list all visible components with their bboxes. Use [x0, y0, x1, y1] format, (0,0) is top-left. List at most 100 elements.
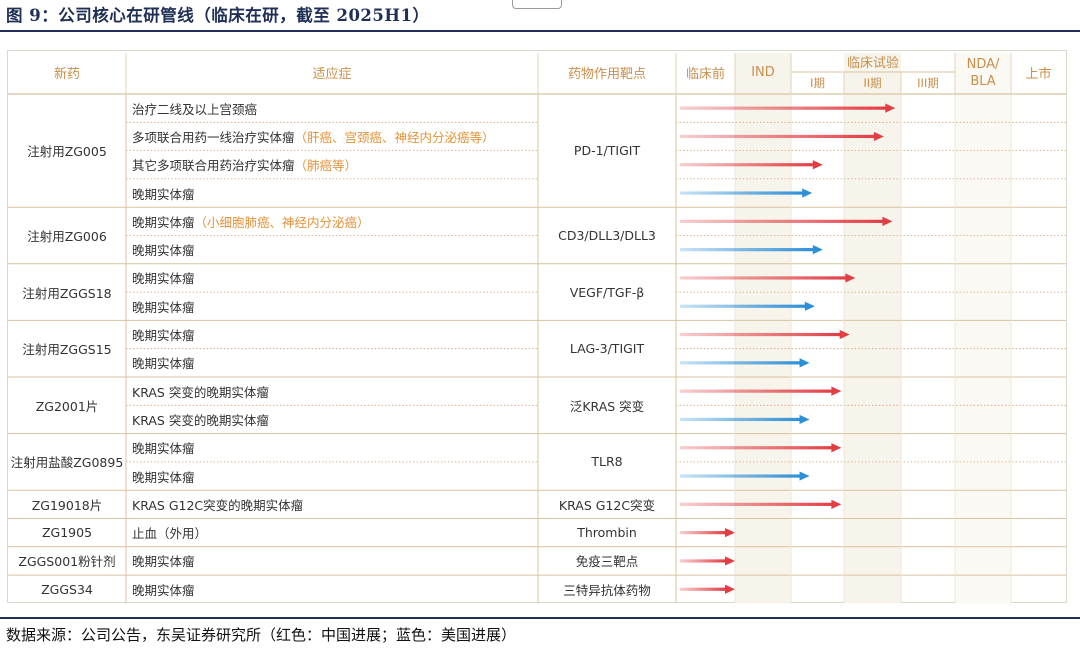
pipeline-table: 新药 适应症 药物作用靶点 临床前 IND 临床试验 I期 II期 III期 NDA/ BLA 上市…	[7, 50, 1067, 604]
drug-name: 注射用ZG005	[27, 144, 107, 160]
us-progress-arrow	[680, 358, 810, 368]
china-progress-arrow	[680, 528, 735, 538]
china-progress-arrow	[680, 499, 842, 509]
arrow-head	[725, 584, 735, 594]
arrow-shaft	[680, 559, 726, 563]
indication-text: 晚期实体瘤	[132, 469, 195, 485]
indication-text: 晚期实体瘤	[132, 214, 195, 230]
indication-text: 晚期实体瘤	[132, 243, 195, 259]
drug-target: 免疫三靶点	[575, 554, 639, 570]
ind-column-shade	[735, 53, 791, 604]
indication-cell: 晚期实体瘤	[126, 547, 538, 575]
bottom-rule	[0, 617, 1080, 619]
title-box-decoration	[512, 0, 562, 9]
arrow-head	[799, 414, 810, 425]
drug-target: KRAS G12C突变	[558, 497, 656, 513]
indication-cell: 晚期实体瘤	[126, 292, 538, 320]
indication-cell: 晚期实体瘤	[126, 462, 538, 490]
indication-note: （肺癌等）	[294, 158, 358, 174]
header-clinical-trial: 临床试验	[846, 56, 899, 71]
drug-name: 注射用盐酸ZG0895	[10, 455, 124, 471]
arrow-shaft	[680, 219, 884, 223]
indication-cell: 晚期实体瘤	[126, 264, 538, 292]
indication-cell: 多项联合用药一线治疗实体瘤 （肝癌、宫颈癌、神经内分泌癌等）	[126, 122, 538, 150]
arrow-shaft	[680, 106, 887, 110]
drug-target: VEGF/TGF-β	[569, 284, 645, 300]
arrow-head	[725, 528, 735, 538]
source-note: 数据来源：公司公告，东吴证券研究所（红色：中国进展；蓝色：美国进展）	[6, 626, 517, 644]
indication-cell: 止血（外用）	[126, 519, 538, 547]
arrow-shaft	[680, 474, 801, 478]
indication-text: 治疗二线及以上宫颈癌	[132, 101, 258, 117]
indication-cell: 其它多项联合用药治疗实体瘤 （肺癌等）	[126, 151, 538, 179]
indication-text: 晚期实体瘤	[132, 299, 195, 315]
indication-cell: 晚期实体瘤	[126, 179, 538, 207]
drug-target: LAG-3/TIGIT	[569, 341, 645, 357]
drug-name: ZG1905	[41, 525, 93, 541]
indication-text: 晚期实体瘤	[132, 328, 195, 344]
arrow-shaft	[680, 446, 833, 450]
header-phase3: III期	[917, 76, 939, 90]
arrow-shaft	[680, 134, 875, 139]
arrow-shaft	[680, 417, 801, 422]
indication-text: 晚期实体瘤	[132, 441, 195, 457]
china-progress-arrow	[680, 216, 893, 226]
drug-target: PD-1/TIGIT	[573, 143, 641, 159]
drug-name: ZGGS34	[41, 581, 93, 597]
us-progress-arrow	[680, 301, 815, 311]
header-phase1: I期	[810, 76, 825, 90]
nda-column-shade	[955, 53, 1011, 604]
indication-text: 晚期实体瘤	[132, 356, 195, 372]
indication-cell: 晚期实体瘤	[126, 434, 538, 462]
arrow-shaft	[680, 531, 726, 535]
header-indication: 适应症	[312, 67, 352, 82]
arrow-head	[831, 386, 842, 396]
indication-cell: KRAS 突变的晚期实体瘤	[126, 405, 538, 433]
indication-cell: 晚期实体瘤	[126, 236, 538, 264]
indication-text: 晚期实体瘤	[132, 582, 195, 598]
indication-text: 晚期实体瘤	[132, 186, 195, 202]
indication-text: 晚期实体瘤	[132, 554, 195, 570]
header-target: 药物作用靶点	[567, 67, 646, 82]
china-progress-arrow	[680, 273, 856, 283]
arrow-shaft	[680, 502, 833, 506]
china-progress-arrow	[680, 556, 735, 566]
drug-name: 注射用ZGGS18	[22, 285, 112, 301]
drug-name: ZGGS001粉针剂	[18, 554, 116, 570]
arrow-head	[812, 245, 823, 255]
china-progress-arrow	[680, 103, 896, 113]
arrow-head	[882, 216, 893, 226]
us-progress-arrow	[680, 245, 823, 255]
indication-text: KRAS 突变的晚期实体瘤	[132, 412, 269, 428]
indication-note: （肝癌、宫颈癌、神经内分泌癌等）	[294, 129, 495, 145]
arrow-head	[804, 301, 815, 311]
arrow-shaft	[680, 163, 814, 167]
us-progress-arrow	[680, 471, 810, 481]
drug-target: TLR8	[591, 454, 623, 470]
arrow-shaft	[680, 248, 814, 252]
indication-text: KRAS G12C突变的晚期实体瘤	[132, 497, 304, 513]
drug-name: ZG19018片	[31, 497, 103, 513]
arrow-shaft	[680, 389, 833, 393]
indication-text: 其它多项联合用药治疗实体瘤	[132, 158, 295, 174]
indication-cell: 晚期实体瘤	[126, 575, 538, 603]
arrow-head	[873, 131, 884, 142]
arrow-head	[725, 556, 735, 566]
drug-name: ZG2001片	[35, 398, 99, 414]
arrow-shaft	[680, 276, 847, 280]
arrow-head	[799, 471, 810, 481]
header-drug: 新药	[53, 67, 80, 82]
top-rule	[0, 30, 1080, 32]
arrow-shaft	[680, 304, 806, 308]
indication-cell: 晚期实体瘤 （小细胞肺癌、神经内分泌癌）	[126, 207, 538, 235]
arrow-shaft	[680, 361, 801, 365]
header-nda-bla: NDA/ BLA	[966, 56, 1000, 89]
china-progress-arrow	[680, 584, 735, 594]
arrow-head	[831, 443, 842, 453]
header-ind: IND	[751, 65, 775, 80]
indication-text: 晚期实体瘤	[132, 271, 195, 287]
phase2-column-shade	[844, 53, 901, 604]
arrow-head	[845, 273, 856, 283]
figure-title: 图 9：公司核心在研管线（临床在研，截至 2025H1）	[6, 6, 430, 25]
arrow-head	[831, 499, 842, 509]
